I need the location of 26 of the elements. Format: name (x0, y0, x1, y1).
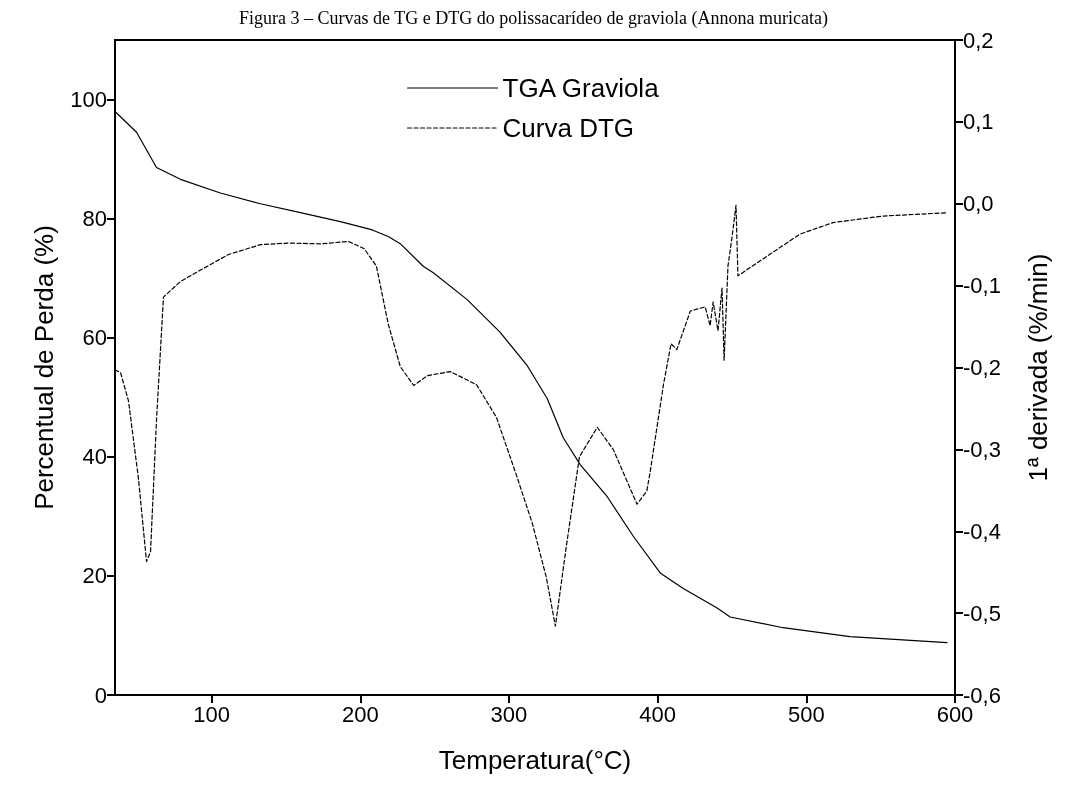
legend-label: TGA Graviola (502, 73, 660, 103)
line-series (114, 110, 948, 644)
y-axis-title: Percentual de Perda (%) (29, 225, 59, 510)
x-tick-label: 500 (787, 701, 825, 727)
y2-axis-title: 1ª derivada (%/min) (1023, 253, 1053, 482)
y2-tick-label: -0,4 (963, 518, 1001, 544)
chart-title: Figura 3 – Curvas de TG e DTG do polissacarídeo de graviola (Annona muricata) (239, 8, 828, 29)
y-tick-label: 0 (94, 682, 107, 708)
y-tick-label: 100 (70, 87, 107, 113)
y2-tick-label: -0,5 (963, 600, 1001, 626)
y2-tick-label: 0,2 (963, 27, 994, 53)
legend-label: Curva DTG (502, 113, 635, 143)
x-axis-title: Temperatura(°C) (438, 745, 632, 775)
y-tick-label: 60 (82, 325, 107, 351)
y-tick-label: 80 (82, 206, 107, 232)
y2-tick-label: -0,1 (963, 273, 1001, 299)
y2-tick-label: 0,0 (963, 191, 994, 217)
x-tick-label: 100 (193, 701, 230, 727)
y2-tick-label: 0,1 (963, 109, 994, 135)
x-tick-label: 400 (639, 701, 677, 727)
x-tick-label: 200 (341, 701, 379, 727)
y-tick-label: 40 (82, 444, 107, 470)
y2-tick-label: -0,2 (963, 355, 1001, 380)
x-tick-label: 300 (490, 701, 528, 727)
y-tick-label: 20 (82, 563, 107, 589)
y2-tick-label: -0,3 (963, 436, 1001, 462)
